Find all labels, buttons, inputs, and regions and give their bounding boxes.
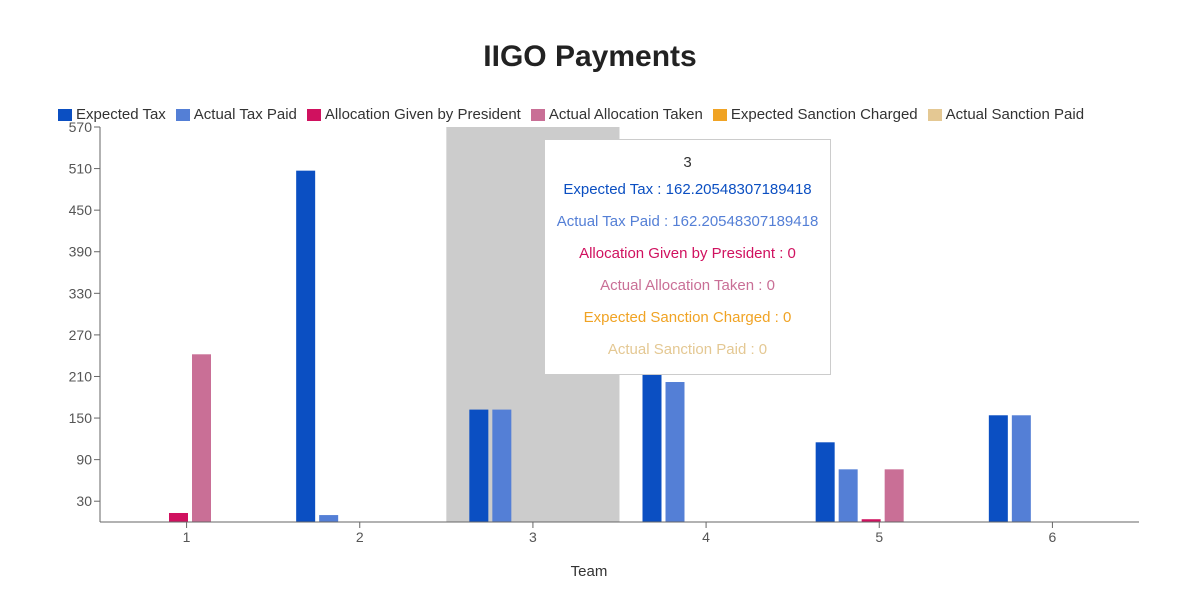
tooltip-row: Expected Sanction Charged : 0	[583, 309, 792, 326]
tooltip-row: Actual Allocation Taken : 0	[600, 277, 775, 294]
legend-label: Actual Tax Paid	[193, 106, 297, 123]
x-tick-label: 3	[529, 529, 537, 545]
legend-label: Actual Sanction Paid	[945, 106, 1085, 123]
bar[interactable]	[492, 409, 512, 522]
legend-swatch	[530, 108, 545, 121]
legend-label: Expected Tax	[76, 106, 166, 123]
bars-layer	[169, 170, 1031, 522]
x-tick-label: 6	[1049, 529, 1057, 545]
bar[interactable]	[469, 409, 489, 522]
legend-label: Actual Allocation Taken	[548, 106, 703, 123]
legend-label: Allocation Given by President	[324, 106, 521, 123]
tooltip-row: Expected Tax : 162.20548307189418	[563, 181, 812, 198]
y-tick-label: 570	[69, 119, 93, 135]
y-tick-label: 390	[69, 244, 93, 260]
bar[interactable]	[665, 382, 685, 522]
bar[interactable]	[815, 442, 835, 522]
legend-swatch	[927, 108, 942, 121]
legend-item[interactable]: Expected Tax	[58, 106, 166, 123]
bar[interactable]	[169, 512, 188, 522]
bar[interactable]	[988, 415, 1008, 522]
tooltip-label: 3	[683, 154, 692, 171]
y-tick-label: 510	[69, 161, 93, 177]
y-tick-label: 270	[69, 327, 93, 343]
x-axis-label: Team	[571, 563, 608, 580]
bar[interactable]	[319, 515, 339, 522]
bar[interactable]	[861, 519, 881, 522]
axes-layer: 30 90 150 210 270 330 390 450 510 570 1 2 3 4 5 6	[69, 119, 1139, 545]
y-tick-label: 150	[69, 410, 93, 426]
x-tick-label: 4	[702, 529, 710, 545]
legend-swatch	[58, 108, 72, 121]
x-tick-label: 5	[875, 529, 883, 545]
legend: Expected Tax Actual Tax Paid Allocation Gi…	[58, 106, 1084, 123]
bar[interactable]	[884, 469, 904, 522]
bar[interactable]	[296, 170, 316, 522]
x-tick-label: 2	[356, 529, 364, 545]
tooltip-row: Allocation Given by President : 0	[579, 245, 796, 262]
tooltip-rows: Expected Tax : 162.20548307189418 Actual …	[545, 174, 830, 366]
y-tick-label: 450	[69, 202, 93, 218]
bar[interactable]	[1011, 415, 1031, 522]
tooltip-row: Actual Tax Paid : 162.20548307189418	[556, 213, 819, 230]
tooltip: 3 Expected Tax : 162.20548307189418 Actua…	[544, 139, 831, 375]
legend-swatch	[306, 108, 321, 121]
legend-item[interactable]: Actual Sanction Paid	[927, 106, 1085, 123]
tooltip-row: Actual Sanction Paid : 0	[607, 341, 768, 358]
y-tick-label: 30	[76, 493, 92, 509]
legend-item[interactable]: Actual Tax Paid	[175, 106, 297, 123]
bar[interactable]	[192, 354, 211, 522]
y-tick-label: 210	[69, 368, 93, 384]
bar[interactable]	[642, 366, 662, 522]
legend-label: Expected Sanction Charged	[730, 106, 918, 123]
y-tick-label: 90	[76, 452, 92, 468]
y-tick-label: 330	[69, 285, 93, 301]
chart-title: IIGO Payments	[483, 40, 697, 73]
bar[interactable]	[838, 469, 858, 522]
x-tick-label: 1	[183, 529, 191, 545]
legend-item[interactable]: Allocation Given by President	[306, 106, 521, 123]
legend-item[interactable]: Actual Allocation Taken	[530, 106, 703, 123]
legend-item[interactable]: Expected Sanction Charged	[712, 106, 918, 123]
legend-swatch	[175, 108, 190, 121]
legend-swatch	[712, 108, 727, 121]
